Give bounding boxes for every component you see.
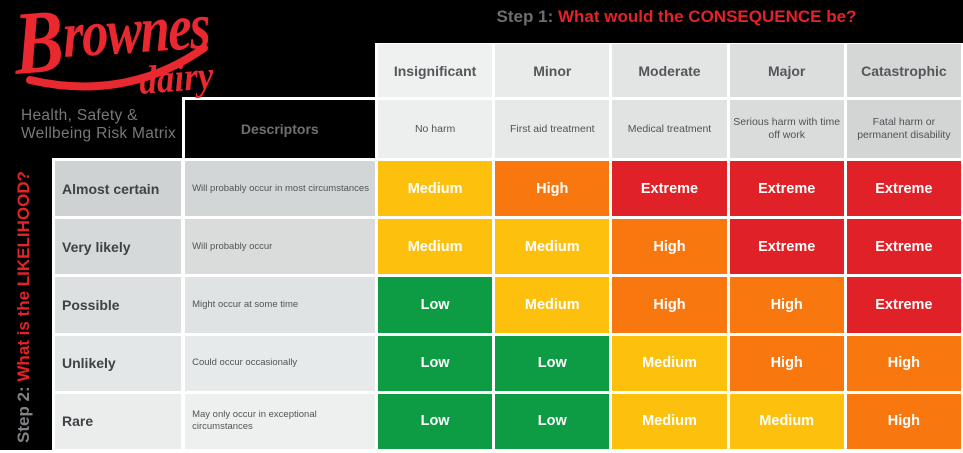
- svg-text:dairy: dairy: [138, 53, 215, 103]
- svg-text:rownes: rownes: [62, 0, 211, 71]
- svg-text:B: B: [11, 0, 67, 94]
